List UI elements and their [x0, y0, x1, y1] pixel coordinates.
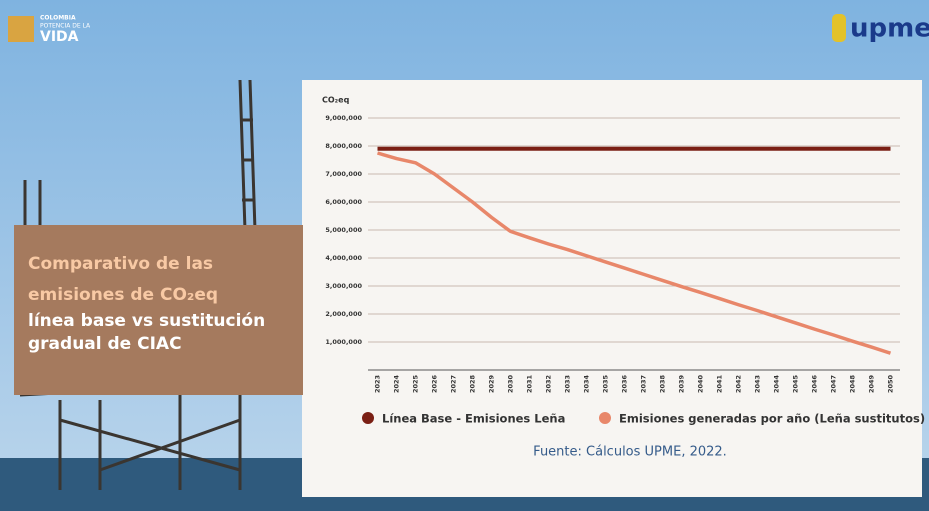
- x-tick-label: 2031: [526, 374, 534, 393]
- x-tick-label: 2029: [488, 374, 496, 393]
- logo-text: COLOMBIA: [40, 15, 76, 22]
- logo-mark: [832, 14, 846, 42]
- title-line: gradual de CIAC: [28, 334, 182, 354]
- x-tick-label: 2048: [849, 374, 857, 393]
- y-tick-label: 2,000,000: [325, 310, 362, 318]
- x-tick-label: 2025: [412, 374, 420, 393]
- x-tick-label: 2041: [716, 374, 724, 393]
- logo-mark: [8, 16, 34, 42]
- paper: [302, 80, 922, 497]
- y-tick-label: 3,000,000: [325, 282, 362, 290]
- source: Fuente: Cálculos UPME, 2022.: [533, 445, 727, 460]
- title-box: [14, 225, 303, 395]
- x-tick-label: 2043: [754, 375, 762, 393]
- series-line: [377, 151, 892, 355]
- x-tick-label: 2024: [393, 374, 401, 393]
- x-tick-label: 2039: [678, 374, 686, 393]
- y-tick-label: 6,000,000: [325, 198, 362, 206]
- y-tick-label: 8,000,000: [325, 142, 362, 150]
- x-tick-label: 2026: [431, 374, 439, 393]
- logo-text: POTENCIA DE LA: [40, 23, 91, 30]
- legend-label: Emisiones generadas por año (Leña sustit…: [619, 412, 925, 426]
- logo-text: VIDA: [40, 29, 79, 45]
- title-line: emisiones de CO₂eq: [28, 285, 218, 305]
- x-tick-label: 2030: [507, 374, 515, 393]
- legend-marker: [599, 412, 611, 424]
- y-tick-label: 7,000,000: [325, 170, 362, 178]
- logo-text: upme: [850, 14, 929, 44]
- title-line: Comparativo de las: [28, 254, 213, 274]
- title-line: línea base vs sustitución: [28, 311, 265, 331]
- x-tick-label: 2040: [697, 374, 705, 393]
- x-tick-label: 2044: [773, 374, 781, 393]
- x-tick-label: 2050: [887, 374, 895, 393]
- x-tick-label: 2046: [811, 374, 819, 393]
- y-axis-label: CO₂eq: [322, 96, 350, 105]
- x-tick-label: 2049: [868, 374, 876, 393]
- x-tick-label: 2037: [640, 375, 648, 393]
- y-tick-label: 4,000,000: [325, 254, 362, 262]
- x-tick-label: 2028: [469, 374, 477, 393]
- x-tick-label: 2023: [374, 375, 382, 393]
- x-tick-label: 2034: [583, 374, 591, 393]
- y-tick-label: 1,000,000: [325, 338, 362, 346]
- x-tick-label: 2032: [545, 375, 553, 393]
- y-tick-label: 9,000,000: [325, 114, 362, 122]
- x-tick-label: 2042: [735, 375, 743, 393]
- x-tick-label: 2045: [792, 374, 800, 393]
- y-tick-label: 5,000,000: [325, 226, 362, 234]
- x-tick-label: 2027: [450, 375, 458, 393]
- x-tick-label: 2035: [602, 374, 610, 393]
- x-tick-label: 2047: [830, 375, 838, 393]
- x-tick-label: 2038: [659, 374, 667, 393]
- x-tick-label: 2033: [564, 375, 572, 393]
- legend-marker: [362, 412, 374, 424]
- x-tick-label: 2036: [621, 374, 629, 393]
- legend-label: Línea Base - Emisiones Leña: [382, 412, 565, 426]
